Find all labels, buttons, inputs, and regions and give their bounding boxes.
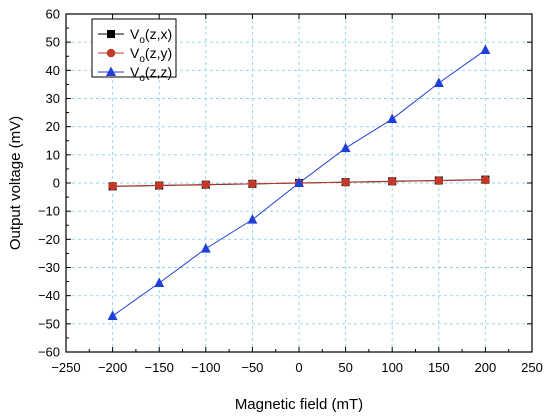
data-point <box>248 179 257 189</box>
legend-label: Vo(z,y) <box>130 45 172 65</box>
y-tick-label: 30 <box>46 91 60 106</box>
data-point <box>481 175 490 185</box>
x-tick-label: −250 <box>51 360 80 375</box>
data-point <box>247 214 258 224</box>
legend-label: Vo(z,x) <box>130 26 172 46</box>
legend-marker <box>106 48 116 58</box>
y-tick-label: −60 <box>38 345 60 360</box>
data-point <box>154 277 165 287</box>
data-point <box>341 177 350 187</box>
legend-marker <box>106 66 116 76</box>
data-point <box>387 113 398 124</box>
y-tick-label: 50 <box>46 35 60 50</box>
x-axis-title: Magnetic field (mT) <box>235 396 363 413</box>
series-3 <box>107 44 491 320</box>
axis-ticks <box>65 13 533 353</box>
x-tick-label: 0 <box>295 360 302 375</box>
data-point <box>433 77 444 88</box>
legend-item: Vo(z,y) <box>98 45 172 65</box>
y-tick-label: 20 <box>46 119 60 134</box>
y-tick-label: −40 <box>38 288 60 303</box>
x-tick-label: 250 <box>521 360 543 375</box>
legend-label: Vo(z,z) <box>130 64 172 84</box>
x-tick-label: 200 <box>475 360 497 375</box>
y-tick-label: 40 <box>46 63 60 78</box>
y-tick-label: −20 <box>38 232 60 247</box>
data-point <box>340 142 351 153</box>
data-point <box>154 181 164 190</box>
y-tick-label: −30 <box>38 260 60 275</box>
legend-item: Vo(z,x) <box>98 26 172 46</box>
data-point <box>480 44 491 55</box>
data-point <box>294 177 304 187</box>
x-tick-label: 50 <box>338 360 352 375</box>
y-tick-label: −10 <box>38 204 60 219</box>
data-point <box>200 243 211 253</box>
data-point <box>387 177 397 186</box>
x-tick-label: −200 <box>98 360 127 375</box>
y-tick-label: −50 <box>38 316 60 331</box>
legend-item: Vo(z,z) <box>98 64 172 84</box>
x-tick-label: −150 <box>145 360 174 375</box>
series-group <box>107 44 491 320</box>
data-point <box>108 181 117 191</box>
x-tick-label: 100 <box>381 360 403 375</box>
y-tick-label: 0 <box>53 176 60 191</box>
x-tick-label: −50 <box>241 360 263 375</box>
x-tick-labels: −250 −200 −150 −100 −50 0 50 100 150 200 250 <box>51 360 543 375</box>
legend: Vo(z,x)Vo(z,y)Vo(z,z) <box>91 18 177 84</box>
x-tick-label: −100 <box>191 360 220 375</box>
y-tick-labels: −60 −50 −40 −30 −20 −10 0 10 20 30 40 50 60 <box>38 7 60 360</box>
y-axis-title: Output voltage (mV) <box>7 116 24 250</box>
data-point <box>434 176 444 185</box>
y-tick-label: 10 <box>46 147 60 162</box>
x-tick-label: 150 <box>428 360 450 375</box>
data-point <box>107 310 118 320</box>
y-tick-label: 60 <box>46 7 60 22</box>
legend-box <box>91 18 177 78</box>
legend-marker <box>107 30 115 38</box>
data-point <box>201 180 211 189</box>
